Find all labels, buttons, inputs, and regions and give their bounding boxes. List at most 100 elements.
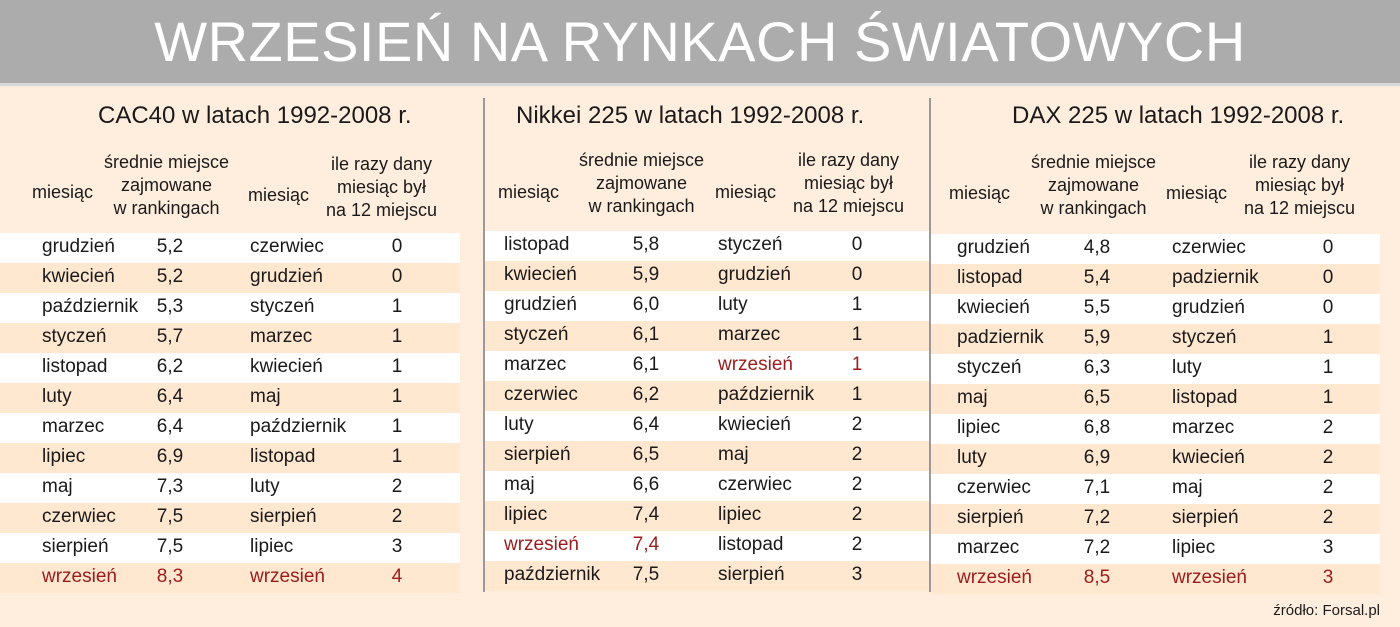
table-row: maj 6,5 listopad 1	[931, 384, 1380, 414]
avg-place-cell: 6,4	[632, 414, 660, 435]
times-12th-cell: 2	[851, 534, 863, 555]
header-month: miesiąc	[949, 183, 1011, 203]
header-times-12th: ile razy dany miesiąc był na 12 miejscu	[1244, 152, 1356, 218]
avg-place-cell: 8,5	[1083, 567, 1111, 588]
table-row: sierpień 7,5 lipiec 3	[0, 533, 460, 563]
times-12th-cell: 0	[1322, 297, 1334, 318]
table-row: czerwiec 7,5 sierpień 2	[0, 503, 460, 533]
month-cell: kwiecień	[250, 356, 323, 377]
month-cell: wrzesień	[1172, 567, 1247, 588]
table-row: lipiec 6,9 listopad 1	[0, 443, 460, 473]
avg-place-cell: 7,4	[632, 534, 660, 555]
table-row: sierpień 7,2 sierpień 2	[931, 504, 1380, 534]
month-cell: wrzesień	[42, 566, 117, 587]
table-row: lipiec 6,8 marzec 2	[931, 414, 1380, 444]
avg-place-cell: 6,9	[156, 446, 184, 467]
table-row: wrzesień 8,5 wrzesień 3	[931, 564, 1380, 594]
month-cell: luty	[957, 447, 987, 468]
times-12th-cell: 1	[1322, 357, 1334, 378]
header-month: miesiąc	[715, 182, 777, 202]
month-cell: grudzień	[718, 264, 791, 285]
times-12th-cell: 2	[851, 414, 863, 435]
column-divider	[483, 98, 485, 592]
month-cell: lipiec	[957, 417, 1001, 438]
month-cell: sierpień	[718, 564, 785, 585]
table-row: marzec 6,1 wrzesień 1	[485, 351, 929, 381]
avg-place-cell: 6,6	[632, 474, 660, 495]
header-month: miesiąc	[32, 182, 94, 202]
month-cell: grudzień	[1172, 297, 1245, 318]
month-cell: wrzesień	[250, 566, 325, 587]
header-month: miesiąc	[498, 182, 560, 202]
month-cell: styczeń	[957, 357, 1022, 378]
month-cell: październik	[250, 416, 347, 437]
month-cell: kwiecień	[957, 297, 1030, 318]
panel-title: DAX 225 w latach 1992-2008 r.	[1012, 102, 1345, 129]
avg-place-cell: 7,5	[632, 564, 660, 585]
month-cell: wrzesień	[504, 534, 579, 555]
month-cell: marzec	[504, 354, 567, 375]
avg-place-cell: 5,9	[1083, 327, 1111, 348]
month-cell: wrzesień	[957, 567, 1032, 588]
times-12th-cell: 1	[851, 324, 863, 345]
table-row: grudzień 6,0 luty 1	[485, 291, 929, 321]
month-cell: listopad	[718, 534, 784, 555]
month-cell: maj	[250, 386, 281, 407]
times-12th-cell: 1	[851, 354, 863, 375]
month-cell: czerwiec	[250, 236, 324, 257]
table-row: styczeń 5,7 marzec 1	[0, 323, 460, 353]
times-12th-cell: 1	[1322, 387, 1334, 408]
panel-dax: DAX 225 w latach 1992-2008 r. miesiąc śr…	[931, 96, 1380, 596]
times-12th-cell: 2	[1322, 477, 1334, 498]
avg-place-cell: 5,4	[1083, 267, 1111, 288]
times-12th-cell: 3	[1322, 537, 1334, 558]
table-row: maj 7,3 luty 2	[0, 473, 460, 503]
header-times-12th: ile razy dany miesiąc był na 12 miejscu	[326, 154, 438, 220]
table-row: październik 5,3 styczeń 1	[0, 293, 460, 323]
table-row: luty 6,4 maj 1	[0, 383, 460, 413]
times-12th-cell: 1	[391, 356, 403, 377]
table-row: październik 7,5 sierpień 3	[485, 561, 929, 591]
month-cell: luty	[718, 294, 748, 315]
month-cell: luty	[42, 386, 72, 407]
month-cell: lipiec	[718, 504, 762, 525]
month-cell: sierpień	[1172, 507, 1239, 528]
table-row: luty 6,9 kwiecień 2	[931, 444, 1380, 474]
month-cell: grudzień	[42, 236, 115, 257]
source-note: źródło: Forsal.pl	[1273, 602, 1380, 619]
month-cell: czerwiec	[42, 506, 116, 527]
avg-place-cell: 6,5	[632, 444, 660, 465]
month-cell: czerwiec	[504, 384, 578, 405]
avg-place-cell: 6,0	[632, 294, 660, 315]
table-row: styczeń 6,1 marzec 1	[485, 321, 929, 351]
month-cell: maj	[504, 474, 535, 495]
table-row: padziernik 5,9 styczeń 1	[931, 324, 1380, 354]
times-12th-cell: 2	[851, 474, 863, 495]
times-12th-cell: 0	[851, 234, 863, 255]
table-row: sierpień 6,5 maj 2	[485, 441, 929, 471]
month-cell: lipiec	[42, 446, 86, 467]
times-12th-cell: 3	[1322, 567, 1334, 588]
month-cell: czerwiec	[1172, 237, 1246, 258]
header-times-12th: ile razy dany miesiąc był na 12 miejscu	[793, 150, 905, 216]
month-cell: styczeń	[1172, 327, 1237, 348]
avg-place-cell: 6,1	[632, 324, 660, 345]
times-12th-cell: 1	[391, 296, 403, 317]
month-cell: maj	[718, 444, 749, 465]
times-12th-cell: 2	[1322, 507, 1334, 528]
avg-place-cell: 6,3	[1083, 357, 1111, 378]
header-month: miesiąc	[1166, 183, 1228, 203]
month-cell: listopad	[504, 234, 570, 255]
month-cell: marzec	[250, 326, 313, 347]
avg-place-cell: 7,3	[156, 476, 184, 497]
avg-place-cell: 7,5	[156, 506, 184, 527]
table-row: grudzień 5,2 czerwiec 0	[0, 233, 460, 263]
avg-place-cell: 6,4	[156, 386, 184, 407]
times-12th-cell: 2	[1322, 447, 1334, 468]
times-12th-cell: 1	[851, 294, 863, 315]
page-title: WRZESIEŃ NA RYNKACH ŚWIATOWYCH	[154, 10, 1246, 73]
times-12th-cell: 0	[1322, 237, 1334, 258]
avg-place-cell: 4,8	[1083, 237, 1111, 258]
times-12th-cell: 0	[391, 236, 403, 257]
times-12th-cell: 1	[391, 326, 403, 347]
